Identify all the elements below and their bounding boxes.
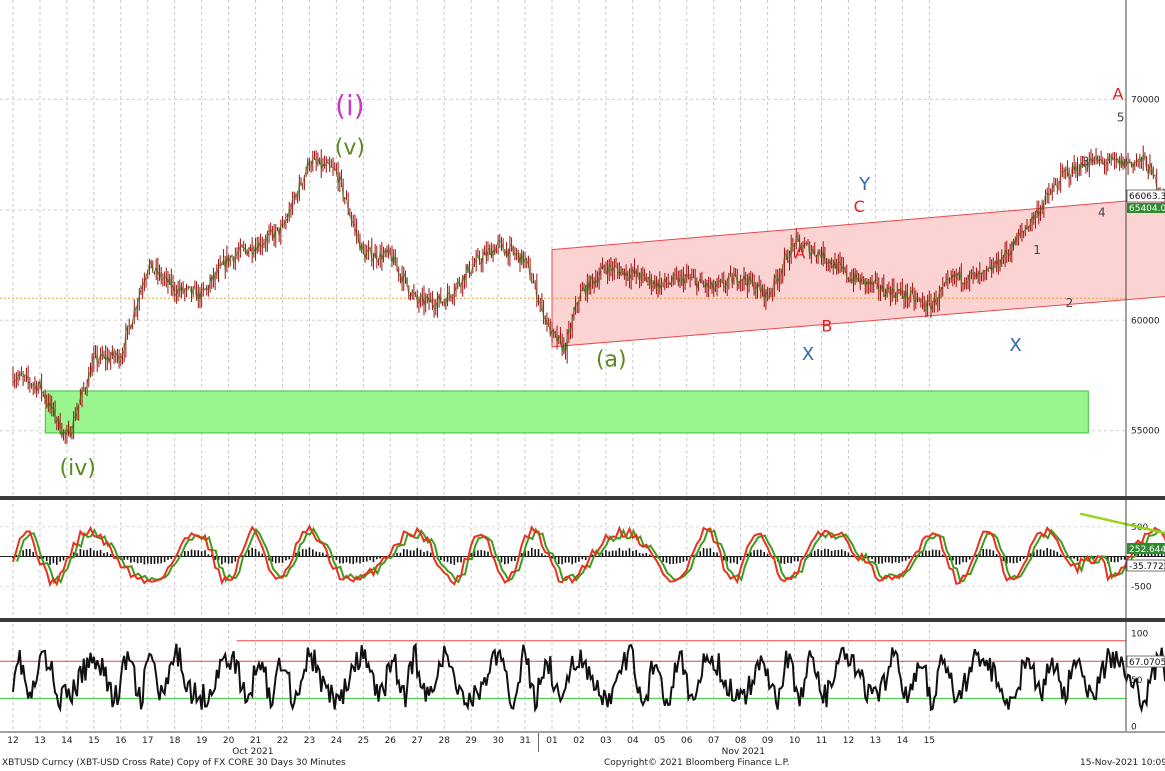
rsi-tick-label: 0 [1131,722,1137,732]
last-price-tag: 66063.38 [1129,192,1165,202]
date-axis: 12 13 14 15 16 17 18 19 20 21 22 23 24 25 26 27 28 29 30 31… [7,733,935,757]
macd-tick-label: -500 [1131,582,1152,592]
wave-label: X [1009,335,1021,356]
date-tick-label: 08 [735,736,747,746]
macd-value-tag: 252.6443 [1129,545,1165,555]
trend-channel [551,197,1165,348]
date-tick-label: 01 [546,736,557,746]
wave-label: (a) [596,348,627,373]
date-tick-label: 03 [600,736,611,746]
vertical-gridlines [12,0,930,731]
month-label: Oct 2021 [232,747,273,757]
date-tick-label: 18 [169,736,181,746]
wave-label: 1 [1033,243,1041,257]
month-label: Nov 2021 [722,747,765,757]
wave-label: C [854,197,865,216]
date-tick-label: 14 [897,736,909,746]
wave-label: (i) [335,89,365,122]
wave-label: A [1112,84,1123,103]
price-close-line [12,152,1165,439]
date-tick-label: 14 [61,736,73,746]
date-tick-label: 09 [762,736,774,746]
footer-copyright: Copyright© 2021 Bloomberg Finance L.P. [604,758,790,768]
macd-series [0,512,1165,588]
date-tick-label: 15 [88,736,99,746]
panel-divider [0,496,1165,500]
rsi-tick-label: 100 [1131,629,1148,639]
date-tick-label: 11 [816,736,827,746]
date-tick-label: 29 [465,736,477,746]
wave-label: X [802,344,814,365]
rsi-value-tags: 67.0705 [1126,655,1165,668]
macd-panel: 500-500 252.6443-35.7722 [0,512,1165,592]
wave-label: 5 [1117,110,1125,124]
date-tick-label: 05 [654,736,665,746]
date-tick-label: 28 [438,736,450,746]
date-tick-label: 31 [519,736,530,746]
price-series [12,152,1165,439]
date-tick-label: 22 [277,736,288,746]
wave-label: (v) [335,136,365,161]
price-tick-label: 70000 [1131,95,1160,105]
date-tick-label: 10 [789,736,801,746]
support-zone-rect [44,390,1089,434]
elliott-wave-labels: (iv)(i)(v)(a)ABXCYX12345ACZ(b)Biii(c)(ii… [60,84,1165,481]
date-tick-label: 27 [412,736,423,746]
date-tick-label: 06 [681,736,693,746]
date-tick-label: 30 [492,736,504,746]
date-tick-label: 26 [385,736,397,746]
price-panel: (iv)(i)(v)(a)ABXCYX12345ACZ(b)Biii(c)(ii… [0,84,1165,481]
date-tick-label: 04 [627,736,639,746]
panel-divider [0,618,1165,622]
price-tick-label: 60000 [1131,316,1160,326]
panel-frames [0,0,1165,733]
date-tick-label: 02 [573,736,584,746]
footer-timestamp: 15-Nov-2021 10:09:15 [1080,758,1165,768]
last-price-tag-box [1126,189,1165,203]
price-value-tags: 66063.38 65404.01 [1126,189,1165,214]
price-tick-label: 55000 [1131,427,1160,437]
footer-security-description: XBTUSD Curncy (XBT-USD Cross Rate) Copy … [2,758,346,768]
wave-label: 4 [1098,205,1106,219]
wave-label: (iv) [60,456,96,481]
date-tick-label: 12 [7,736,18,746]
second-price-tag: 65404.01 [1129,204,1165,214]
macd-signal-tag: -35.7722 [1129,562,1165,572]
date-tick-label: 23 [304,736,315,746]
date-tick-label: 21 [250,736,261,746]
macd-value-tag-box [1127,543,1165,554]
wave-label: 2 [1066,296,1074,310]
macd-value-tags: 252.6443 -35.7722 [1126,543,1165,572]
macd-signal-tag-box [1126,559,1165,572]
rsi-series [12,642,1165,714]
date-tick-label: 19 [196,736,208,746]
wave-label: Y [858,174,871,195]
rsi-value-tag-box [1126,655,1165,668]
wave-label: B [821,316,832,335]
divergence-line [1079,512,1165,535]
date-tick-label: 25 [358,736,369,746]
date-tick-label: 16 [115,736,127,746]
second-price-tag-box [1127,203,1165,214]
date-tick-label: 24 [331,736,343,746]
date-tick-label: 13 [870,736,881,746]
rsi-value-tag: 67.0705 [1129,658,1165,668]
rsi-line [12,642,1165,714]
wave-label: A [794,243,805,262]
wave-label: 3 [1082,155,1090,169]
date-tick-label: 13 [34,736,45,746]
date-tick-label: 07 [708,736,719,746]
date-tick-label: 12 [843,736,854,746]
macd-line [12,524,1165,588]
date-tick-label: 20 [223,736,235,746]
date-tick-label: 17 [142,736,153,746]
support-zone [44,390,1089,434]
date-tick-label: 15 [924,736,935,746]
